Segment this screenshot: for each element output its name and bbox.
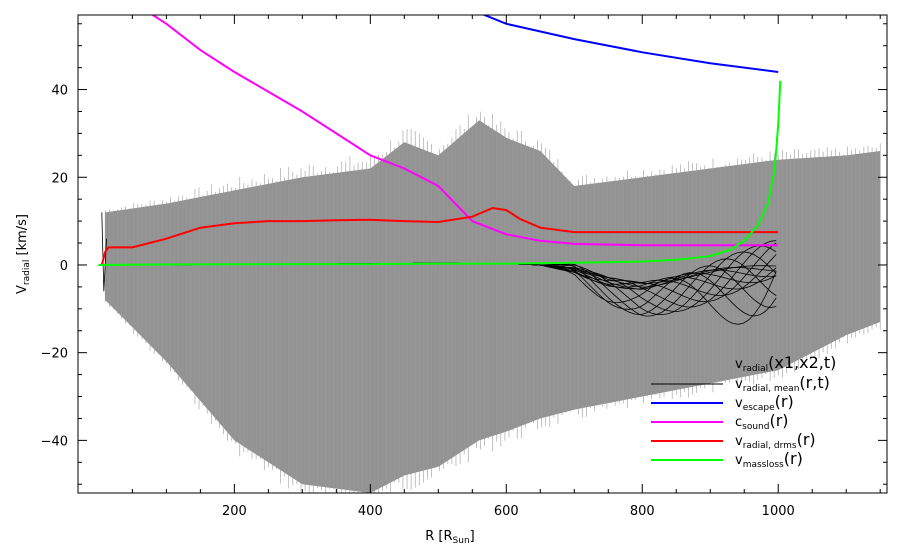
legend-label: vradial, drms(r): [735, 430, 816, 451]
y-tick-label: −40: [41, 434, 68, 449]
legend-label: vescape(r): [735, 392, 794, 413]
x-tick-label: 600: [494, 504, 519, 519]
y-tick-label: 20: [51, 171, 68, 186]
y-tick-label: −20: [41, 347, 68, 362]
x-axis-ticks: 200 400 600 800 1000: [131, 15, 881, 519]
y-axis-label: Vradial [km/s]: [15, 214, 32, 294]
x-axis-label: R [RSun]: [425, 529, 474, 546]
legend-entry: csound(r): [651, 411, 789, 432]
legend-label: vmassloss(r): [735, 449, 803, 470]
series-line: [98, 80, 782, 266]
series-line: [481, 15, 779, 73]
legend-label: vradial, mean(r,t): [735, 373, 830, 394]
series-line: [152, 15, 779, 247]
legend-label: csound(r): [735, 411, 789, 432]
legend-label: vradial(x1,x2,t): [735, 353, 836, 374]
y-tick-label: 0: [60, 259, 68, 274]
series-line: [100, 206, 779, 266]
scatter-cloud: [104, 111, 881, 493]
legend-entry: vradial, drms(r): [651, 430, 816, 451]
legend-entry: vradial, mean(r,t): [651, 373, 830, 394]
x-tick-label: 800: [630, 504, 655, 519]
y-axis-ticks: −40 −20 0 20 40: [41, 23, 887, 485]
plot-frame: [77, 14, 888, 494]
x-tick-label: 400: [358, 504, 383, 519]
mean-velocity-spike: [101, 212, 107, 292]
series-lines: [98, 15, 782, 266]
legend-entry: vradial(x1,x2,t): [735, 353, 836, 374]
x-tick-label: 1000: [762, 504, 795, 519]
legend: vradial(x1,x2,t) vradial, mean(r,t) vesc…: [651, 353, 836, 470]
legend-entry: vmassloss(r): [651, 449, 803, 470]
x-tick-label: 200: [222, 504, 247, 519]
y-tick-label: 40: [51, 84, 68, 99]
legend-entry: vescape(r): [651, 392, 794, 413]
